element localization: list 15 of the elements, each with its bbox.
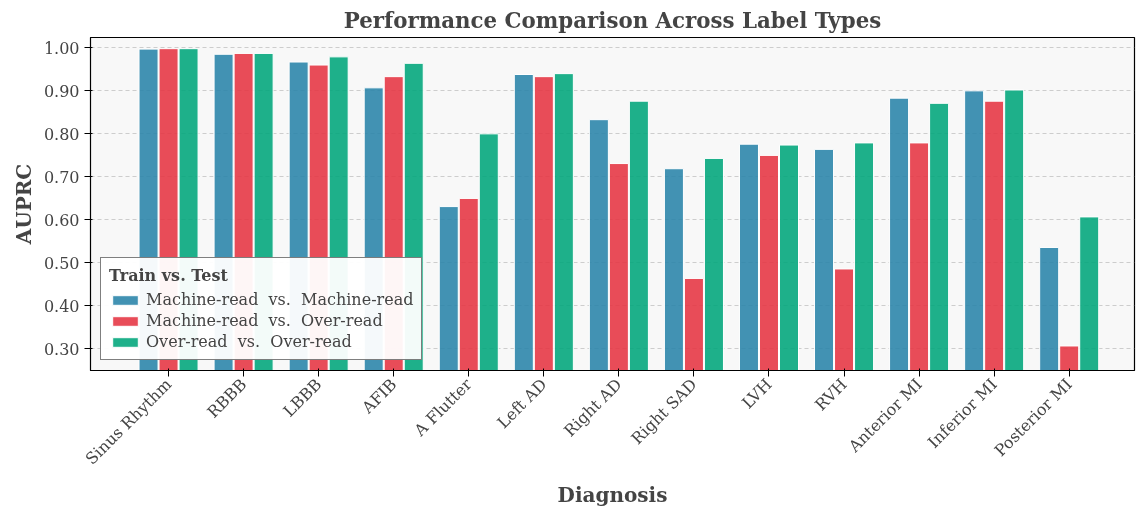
- y-tick-label: 0.90: [43, 81, 80, 101]
- x-axis-title: Diagnosis: [557, 483, 668, 508]
- legend-label: Machine-read vs. Over-read: [146, 311, 383, 330]
- legend-label: Machine-read vs. Machine-read: [146, 290, 414, 309]
- y-tick-label: 0.40: [43, 296, 80, 316]
- y-tick-label: 0.60: [43, 210, 80, 230]
- y-axis-title: AUPRC: [11, 163, 36, 246]
- chart-title: Performance Comparison Across Label Types: [343, 7, 882, 33]
- y-tick-label: 0.70: [43, 167, 80, 187]
- y-tick-label: 0.30: [43, 339, 80, 359]
- legend-label: Over-read vs. Over-read: [146, 332, 352, 351]
- y-tick-label: 0.50: [43, 253, 80, 273]
- legend-title: Train vs. Test: [109, 266, 229, 285]
- y-tick-label: 1.00: [43, 38, 80, 58]
- y-tick-label: 0.80: [43, 124, 80, 144]
